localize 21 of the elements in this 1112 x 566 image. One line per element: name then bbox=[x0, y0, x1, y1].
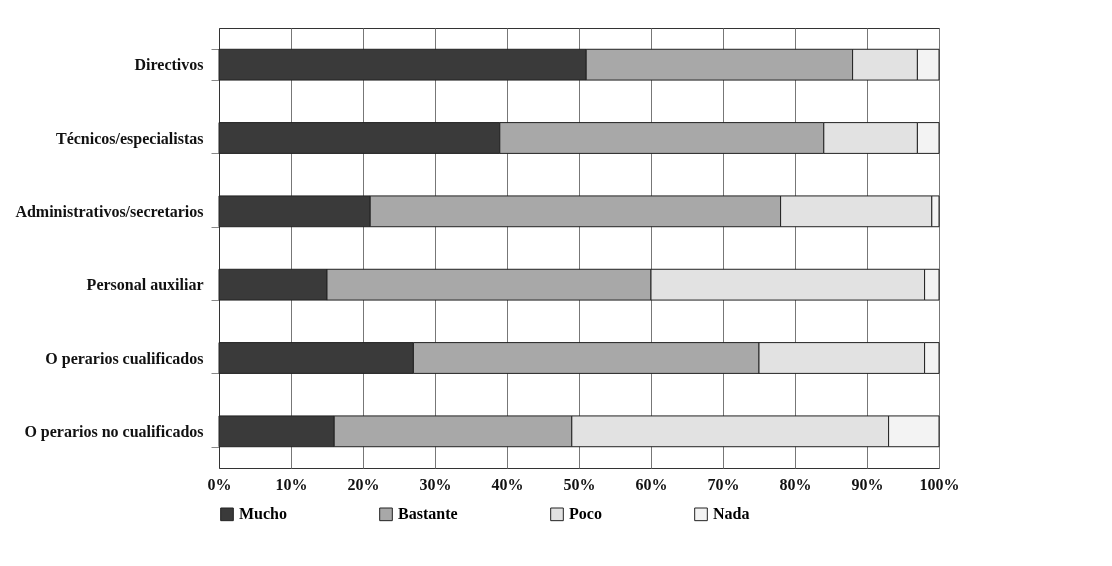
x-tick-label: 60% bbox=[635, 475, 668, 493]
x-tick-label: 30% bbox=[419, 475, 452, 493]
legend-label: Mucho bbox=[239, 505, 287, 523]
legend-label: Nada bbox=[713, 505, 750, 523]
y-tick-label: Directivos bbox=[134, 56, 204, 74]
legend-label: Bastante bbox=[398, 505, 458, 523]
y-tick-label: Administrativos/secretarios bbox=[15, 202, 204, 220]
legend-label: Poco bbox=[569, 505, 602, 523]
x-tick-label: 90% bbox=[851, 475, 884, 493]
x-tick-label: 80% bbox=[779, 475, 812, 493]
y-tick-label: Técnicos/especialistas bbox=[55, 129, 204, 148]
x-tick-label: 70% bbox=[707, 475, 740, 493]
x-tick-label: 50% bbox=[563, 475, 596, 493]
y-tick-label: O perarios cualificados bbox=[45, 349, 204, 368]
x-tick-label: 40% bbox=[491, 475, 524, 493]
x-tick-label: 10% bbox=[275, 475, 308, 493]
y-tick-label: Personal auxiliar bbox=[86, 276, 204, 294]
x-tick-label: 20% bbox=[347, 475, 380, 493]
x-tick-label: 100% bbox=[919, 475, 960, 493]
x-tick-label: 0% bbox=[207, 475, 232, 493]
y-tick-label: O perarios no cualificados bbox=[24, 422, 204, 441]
